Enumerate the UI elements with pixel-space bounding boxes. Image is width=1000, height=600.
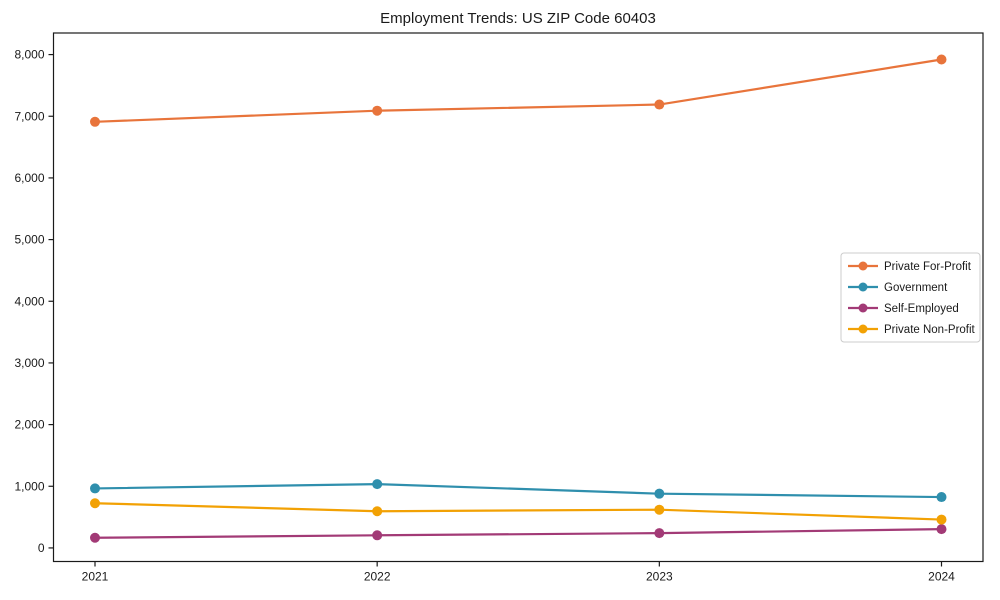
x-tick-label-2022: 2022 [364, 570, 391, 584]
series-line-government [94, 483, 942, 499]
y-tick-label: 7,000 [14, 109, 44, 123]
x-tick-label-2024: 2024 [928, 570, 955, 584]
series-line-private-non-profit [94, 502, 942, 521]
legend-marker-dot-self-employed [858, 303, 868, 313]
data-point-self-employed-2022 [372, 530, 383, 541]
legend-box [840, 252, 981, 343]
legend-label-private-non-profit: Private Non-Profit [884, 324, 976, 336]
data-point-private-for-profit-2023 [654, 99, 665, 110]
legend-marker-dot-government [858, 282, 868, 292]
series-line-private-for-profit [94, 58, 942, 123]
y-tick-label: 5,000 [14, 233, 44, 247]
data-point-government-2023 [654, 488, 665, 499]
y-tick-label: 6,000 [14, 171, 44, 185]
y-tick-label: 2,000 [14, 418, 44, 432]
plot-frame [52, 32, 984, 563]
data-point-private-for-profit-2021 [90, 116, 100, 127]
plot-area: 0 1,000 2,000 3,000 4,000 5,000 6,000 7,000 8,00… [14, 32, 984, 584]
data-point-government-2024 [936, 492, 947, 503]
y-tick-label: 1,000 [14, 479, 44, 493]
legend-label-government: Government [884, 282, 948, 294]
legend-marker-dot-private-for-profit [858, 261, 868, 271]
y-tick-label: 3,000 [14, 356, 44, 370]
data-point-self-employed-2023 [654, 528, 665, 539]
data-point-private-non-profit-2024 [936, 514, 947, 525]
data-point-private-non-profit-2023 [654, 504, 665, 515]
data-point-private-non-profit-2022 [372, 506, 383, 517]
data-point-self-employed-2024 [936, 524, 947, 535]
data-point-government-2021 [90, 483, 100, 494]
x-tick-label-2021: 2021 [82, 570, 109, 584]
data-point-private-for-profit-2022 [372, 105, 383, 116]
y-tick-label: 4,000 [14, 294, 44, 308]
series-line-self-employed [94, 528, 942, 539]
legend-label-private-for-profit: Private For-Profit [884, 261, 972, 273]
data-point-private-for-profit-2024 [936, 54, 947, 65]
x-tick-label-2023: 2023 [646, 570, 673, 584]
legend-label-self-employed: Self-Employed [884, 303, 959, 315]
y-tick-label: 0 [38, 541, 45, 555]
legend-marker-dot-private-non-profit [858, 324, 868, 334]
data-point-private-non-profit-2021 [90, 498, 100, 509]
y-tick-label: 8,000 [14, 48, 44, 62]
data-point-government-2022 [372, 479, 383, 490]
data-point-self-employed-2021 [90, 532, 100, 543]
chart-title: Employment Trends: US ZIP Code 60403 [380, 10, 656, 27]
